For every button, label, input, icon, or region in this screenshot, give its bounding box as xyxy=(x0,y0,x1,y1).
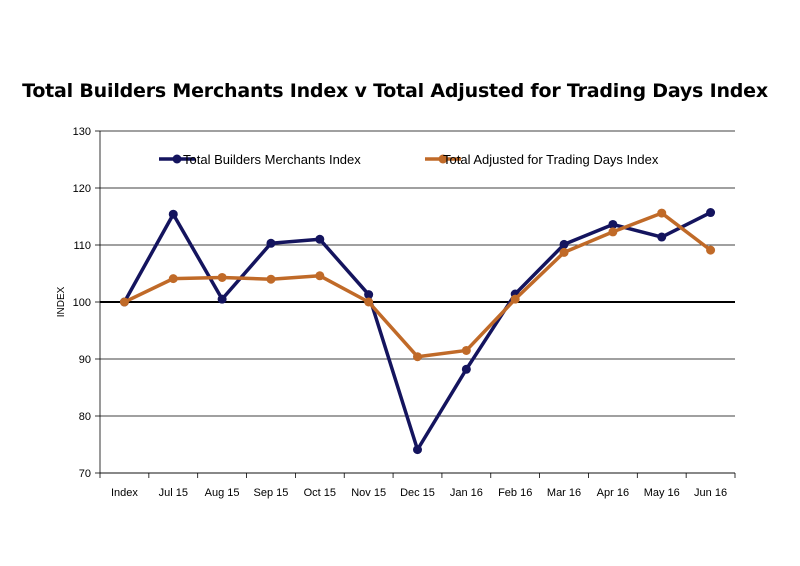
data-point xyxy=(559,239,569,249)
x-tick-label: Dec 15 xyxy=(400,487,435,499)
x-tick-label: Mar 16 xyxy=(547,487,581,499)
legend-label: Total Adjusted for Trading Days Index xyxy=(443,152,659,167)
x-tick-label: Aug 15 xyxy=(205,487,240,499)
y-tick-label: 130 xyxy=(73,126,91,138)
axes: 70 80 90 100 110 120 130 Index Jul 15 Aug 15 Sep 1… xyxy=(73,126,736,499)
data-point xyxy=(217,272,227,282)
y-tick-label: 110 xyxy=(73,240,91,252)
data-point xyxy=(510,294,520,304)
data-point xyxy=(461,364,471,374)
series-lines xyxy=(119,208,716,455)
x-tick-label: Jul 15 xyxy=(159,487,188,499)
data-point xyxy=(413,445,422,455)
x-tick-label: May 16 xyxy=(644,487,680,499)
series-line-1 xyxy=(122,210,712,452)
data-point xyxy=(266,238,276,248)
data-point xyxy=(119,297,129,307)
y-tick-label: 100 xyxy=(73,297,91,309)
x-tick-label: Sep 15 xyxy=(254,487,289,499)
legend-swatch-marker xyxy=(438,154,448,164)
data-point xyxy=(168,209,178,219)
data-point xyxy=(315,271,325,281)
y-axis-title: INDEX xyxy=(56,286,67,317)
y-tick-label: 90 xyxy=(79,354,91,366)
data-point xyxy=(559,247,569,257)
x-tick-label: Jun 16 xyxy=(694,487,727,499)
data-point xyxy=(217,294,227,304)
data-point xyxy=(364,290,374,300)
x-tick-label: Nov 15 xyxy=(351,487,386,499)
data-point xyxy=(413,352,422,362)
data-point xyxy=(657,232,667,242)
legend-swatch-marker xyxy=(172,154,182,164)
data-point xyxy=(315,234,325,244)
x-tick-label: Jan 16 xyxy=(450,487,483,499)
gridlines xyxy=(100,130,735,474)
y-tick-label: 80 xyxy=(79,411,91,423)
x-tick-label: Feb 16 xyxy=(498,487,532,499)
data-point xyxy=(461,345,471,355)
data-point xyxy=(657,208,667,218)
y-tick-label: 120 xyxy=(73,183,91,195)
data-point xyxy=(706,208,716,218)
data-point xyxy=(266,274,276,284)
data-point xyxy=(608,219,618,229)
chart-title: Total Builders Merchants Index v Total A… xyxy=(22,80,768,102)
x-tick-label: Index xyxy=(111,487,138,499)
y-tick-label: 70 xyxy=(79,468,91,480)
data-point xyxy=(364,297,374,307)
x-tick-label: Apr 16 xyxy=(597,487,629,499)
legend-label: Total Builders Merchants Index xyxy=(183,152,361,167)
x-tick-label: Oct 15 xyxy=(304,487,336,499)
data-point xyxy=(706,245,716,255)
data-point xyxy=(168,274,178,284)
legend: Total Builders Merchants Index Total Adju… xyxy=(159,152,659,167)
data-point xyxy=(608,227,618,237)
